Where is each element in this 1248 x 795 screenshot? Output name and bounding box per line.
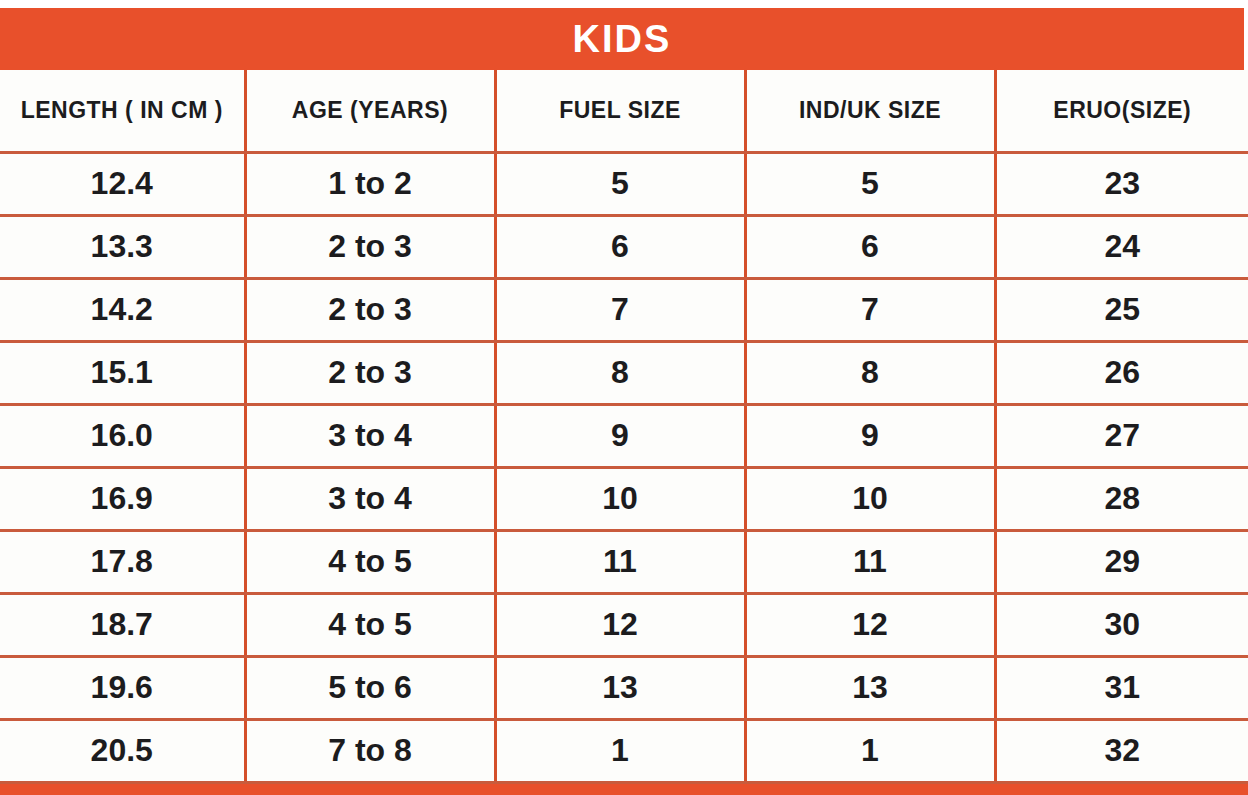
header-row: LENGTH ( IN CM ) AGE (YEARS) FUEL SIZE I… <box>0 70 1248 152</box>
table-cell: 8 <box>495 341 745 404</box>
table-cell: 20.5 <box>0 719 245 782</box>
table-cell: 4 to 5 <box>245 530 495 593</box>
table-body: 12.41 to 2552313.32 to 3662414.22 to 377… <box>0 152 1248 782</box>
table-cell: 16.9 <box>0 467 245 530</box>
size-table: LENGTH ( IN CM ) AGE (YEARS) FUEL SIZE I… <box>0 70 1248 784</box>
table-row: 16.93 to 4101028 <box>0 467 1248 530</box>
kids-size-chart: KIDS LENGTH ( IN CM ) AGE (YEARS) FUEL S… <box>0 0 1248 795</box>
table-cell: 6 <box>495 215 745 278</box>
table-cell: 6 <box>745 215 995 278</box>
table-cell: 4 to 5 <box>245 593 495 656</box>
table-cell: 30 <box>995 593 1248 656</box>
column-header-ind-uk-size: IND/UK SIZE <box>745 70 995 152</box>
table-cell: 25 <box>995 278 1248 341</box>
table-row: 14.22 to 37725 <box>0 278 1248 341</box>
table-cell: 16.0 <box>0 404 245 467</box>
table-cell: 17.8 <box>0 530 245 593</box>
table-cell: 13.3 <box>0 215 245 278</box>
table-cell: 31 <box>995 656 1248 719</box>
table-cell: 7 <box>495 278 745 341</box>
table-cell: 3 to 4 <box>245 404 495 467</box>
table-cell: 12 <box>495 593 745 656</box>
table-cell: 10 <box>495 467 745 530</box>
table-cell: 12 <box>745 593 995 656</box>
table-cell: 1 to 2 <box>245 152 495 215</box>
table-cell: 13 <box>495 656 745 719</box>
table-row: 20.57 to 81132 <box>0 719 1248 782</box>
table-cell: 11 <box>495 530 745 593</box>
table-row: 13.32 to 36624 <box>0 215 1248 278</box>
table-cell: 8 <box>745 341 995 404</box>
table-cell: 1 <box>495 719 745 782</box>
table-row: 18.74 to 5121230 <box>0 593 1248 656</box>
table-cell: 9 <box>745 404 995 467</box>
table-cell: 5 <box>745 152 995 215</box>
table-row: 17.84 to 5111129 <box>0 530 1248 593</box>
table-cell: 2 to 3 <box>245 215 495 278</box>
table-cell: 11 <box>745 530 995 593</box>
table-row: 19.65 to 6131331 <box>0 656 1248 719</box>
table-cell: 2 to 3 <box>245 341 495 404</box>
table-row: 12.41 to 25523 <box>0 152 1248 215</box>
table-cell: 12.4 <box>0 152 245 215</box>
column-header-age: AGE (YEARS) <box>245 70 495 152</box>
table-cell: 28 <box>995 467 1248 530</box>
table-cell: 3 to 4 <box>245 467 495 530</box>
table-cell: 29 <box>995 530 1248 593</box>
table-cell: 26 <box>995 341 1248 404</box>
table-cell: 7 <box>745 278 995 341</box>
table-header: LENGTH ( IN CM ) AGE (YEARS) FUEL SIZE I… <box>0 70 1248 152</box>
table-cell: 10 <box>745 467 995 530</box>
table-cell: 19.6 <box>0 656 245 719</box>
chart-title-band: KIDS <box>0 8 1244 70</box>
table-cell: 32 <box>995 719 1248 782</box>
table-cell: 27 <box>995 404 1248 467</box>
column-header-fuel-size: FUEL SIZE <box>495 70 745 152</box>
table-row: 15.12 to 38826 <box>0 341 1248 404</box>
chart-title: KIDS <box>573 20 672 58</box>
column-header-length: LENGTH ( IN CM ) <box>0 70 245 152</box>
table-cell: 24 <box>995 215 1248 278</box>
table-cell: 5 to 6 <box>245 656 495 719</box>
bottom-accent-bar <box>0 784 1248 795</box>
table-cell: 5 <box>495 152 745 215</box>
table-cell: 7 to 8 <box>245 719 495 782</box>
table-cell: 9 <box>495 404 745 467</box>
table-row: 16.03 to 49927 <box>0 404 1248 467</box>
table-cell: 1 <box>745 719 995 782</box>
table-cell: 23 <box>995 152 1248 215</box>
table-cell: 13 <box>745 656 995 719</box>
column-header-euro-size: ERUO(SIZE) <box>995 70 1248 152</box>
table-cell: 2 to 3 <box>245 278 495 341</box>
table-cell: 18.7 <box>0 593 245 656</box>
table-cell: 15.1 <box>0 341 245 404</box>
table-cell: 14.2 <box>0 278 245 341</box>
